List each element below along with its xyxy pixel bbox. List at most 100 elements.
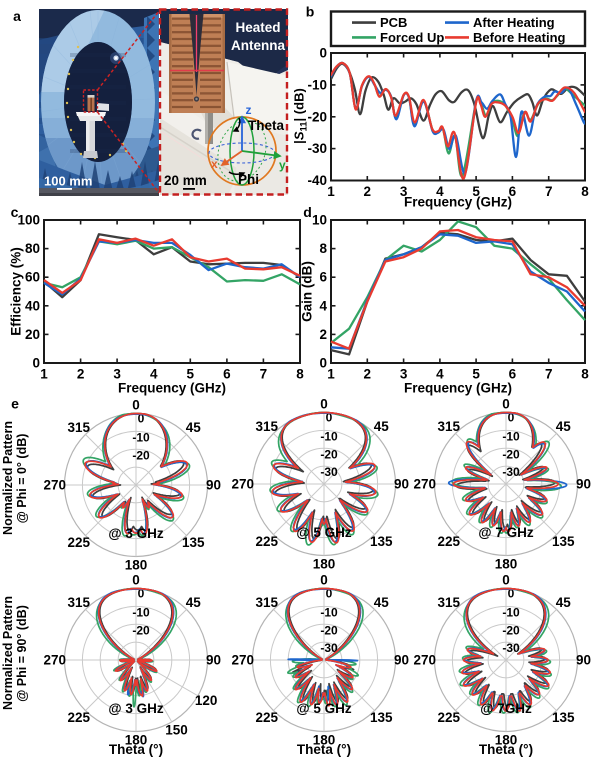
svg-text:0: 0 [326,411,333,425]
svg-text:90: 90 [576,653,591,668]
svg-text:8: 8 [581,184,589,199]
svg-text:d: d [303,204,312,220]
svg-text:Theta (°): Theta (°) [109,742,163,757]
svg-text:0: 0 [320,397,328,412]
svg-text:45: 45 [374,419,390,434]
svg-text:@ 7GHz: @ 7GHz [480,701,532,716]
svg-text:0: 0 [138,412,145,426]
svg-text:PCB: PCB [380,15,407,30]
svg-text:-30: -30 [320,641,338,655]
svg-text:1: 1 [40,367,48,382]
svg-text:1: 1 [327,367,335,382]
svg-text:180: 180 [313,557,336,572]
svg-text:270: 270 [43,478,66,493]
svg-text:Heated: Heated [235,20,280,35]
svg-text:7: 7 [545,184,553,199]
svg-text:-10: -10 [132,605,150,619]
svg-text:90: 90 [394,477,409,492]
svg-text:4: 4 [436,184,444,199]
svg-text:Normalized Pattern: Normalized Pattern [1,421,15,535]
svg-text:0: 0 [319,46,327,61]
svg-text:4: 4 [436,367,444,382]
svg-text:-10: -10 [320,429,338,443]
svg-text:315: 315 [255,419,278,434]
svg-text:-10: -10 [307,77,327,92]
svg-text:y: y [279,158,286,172]
svg-text:315: 315 [437,419,460,434]
svg-text:a: a [13,8,21,24]
svg-text:45: 45 [374,595,390,610]
svg-text:-20: -20 [502,447,520,461]
svg-text:20: 20 [25,327,40,342]
svg-text:2: 2 [77,367,85,382]
svg-text:2: 2 [364,367,372,382]
svg-text:60: 60 [25,270,40,285]
svg-text:0: 0 [132,398,140,413]
svg-text:5: 5 [472,184,480,199]
svg-text:4: 4 [150,367,158,382]
svg-text:40: 40 [25,298,40,313]
svg-text:8: 8 [319,241,327,256]
svg-text:4: 4 [319,298,327,313]
svg-text:20 mm: 20 mm [164,173,207,188]
svg-text:45: 45 [186,595,202,610]
svg-text:Frequency (GHz): Frequency (GHz) [118,381,226,396]
svg-text:0: 0 [502,397,510,412]
svg-text:-20: -20 [132,448,150,462]
svg-text:180: 180 [125,558,148,573]
svg-text:10: 10 [312,213,327,228]
svg-text:x: x [211,157,218,171]
svg-text:0: 0 [326,587,333,601]
svg-text:@ Phi = 90° (dB): @ Phi = 90° (dB) [15,605,29,702]
svg-text:3: 3 [113,367,121,382]
svg-text:-20: -20 [132,623,150,637]
svg-text:3: 3 [400,184,408,199]
svg-text:225: 225 [437,534,460,549]
svg-text:-20: -20 [320,447,338,461]
svg-text:180: 180 [495,557,518,572]
svg-text:6: 6 [223,367,231,382]
svg-text:0: 0 [508,587,515,601]
svg-text:6: 6 [509,184,517,199]
svg-text:z: z [246,103,252,117]
svg-text:90: 90 [206,478,221,493]
svg-text:Normalized Pattern: Normalized Pattern [1,596,15,710]
svg-text:Theta (°): Theta (°) [479,742,533,757]
svg-text:-20: -20 [307,109,327,124]
svg-text:@ Phi = 0° (dB): @ Phi = 0° (dB) [15,434,29,524]
svg-text:270: 270 [231,653,254,668]
svg-text:@ 3 GHz: @ 3 GHz [108,701,163,716]
svg-text:45: 45 [556,419,572,434]
svg-text:Phi: Phi [238,172,259,187]
svg-text:1: 1 [327,184,335,199]
svg-text:0: 0 [320,573,328,588]
svg-text:-10: -10 [132,430,150,444]
svg-text:270: 270 [231,477,254,492]
svg-text:Antenna: Antenna [231,38,285,53]
svg-text:45: 45 [186,420,202,435]
svg-text:90: 90 [394,653,409,668]
svg-text:Theta (°): Theta (°) [297,742,351,757]
svg-text:315: 315 [255,595,278,610]
svg-text:135: 135 [552,534,575,549]
svg-text:-10: -10 [502,429,520,443]
svg-text:8: 8 [581,367,589,382]
svg-text:225: 225 [67,535,90,550]
svg-text:180: 180 [125,733,148,748]
svg-text:135: 135 [370,534,393,549]
svg-text:180: 180 [495,733,518,748]
svg-text:-30: -30 [502,465,520,479]
svg-text:Theta: Theta [248,118,284,133]
svg-text:@ 7 GHz: @ 7 GHz [478,525,533,540]
svg-text:After Heating: After Heating [473,15,555,30]
svg-text:270: 270 [43,653,66,668]
svg-text:Efficiency (%): Efficiency (%) [9,247,24,336]
svg-text:0: 0 [502,573,510,588]
svg-text:e: e [11,396,19,412]
svg-text:6: 6 [509,367,517,382]
svg-text:150: 150 [165,723,188,738]
svg-text:0: 0 [132,573,140,588]
svg-text:135: 135 [182,535,205,550]
svg-text:Forced Up: Forced Up [380,30,444,45]
svg-text:-30: -30 [502,641,520,655]
